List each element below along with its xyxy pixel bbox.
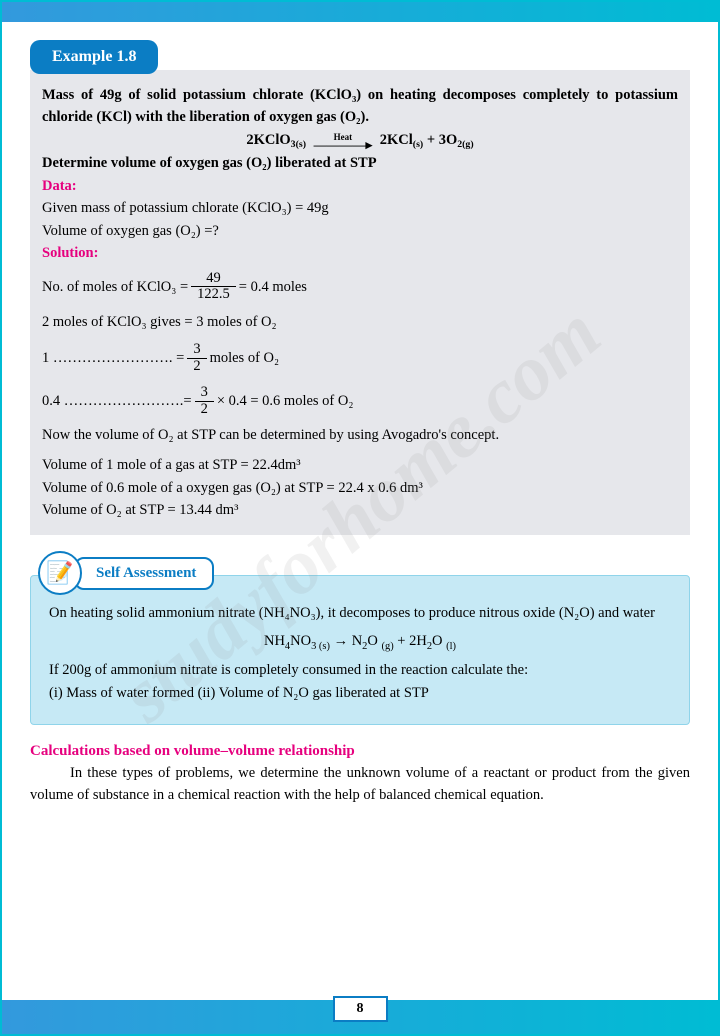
fraction-3: 3 2 <box>192 385 217 418</box>
self-assessment-tab: 📝 Self Assessment <box>38 551 690 595</box>
solution-label: Solution: <box>42 242 678 264</box>
frac2-num: 3 <box>187 342 206 359</box>
heat-arrow: Heat ————▸ <box>314 133 373 149</box>
frac2-den: 2 <box>187 359 206 375</box>
self-assessment-box: On heating solid ammonium nitrate (NH₄NO… <box>30 575 690 724</box>
arrow-icon: ————▸ <box>314 141 373 149</box>
textbook-page: studyforhome.com Example 1.8 Mass of 49g… <box>0 0 720 1036</box>
moles-suffix: = 0.4 moles <box>239 276 307 298</box>
line3-prefix: 1 ……………………. = <box>42 347 184 369</box>
moles-calc: No. of moles of KClO₃ = 49 122.5 = 0.4 m… <box>42 271 678 304</box>
eq-left-sub: 3(s) <box>291 139 306 150</box>
example-box: Mass of 49g of solid potassium chlorate … <box>30 70 690 535</box>
avogadro-line: Now the volume of O₂ at STP can be deter… <box>42 424 678 446</box>
data-line-2: Volume of oxygen gas (O₂) =? <box>42 220 678 242</box>
self-line-2: If 200g of ammonium nitrate is completel… <box>49 659 671 682</box>
ratio-line-1: 1 ……………………. = 3 2 moles of O₂ <box>42 342 678 375</box>
frac1-den: 122.5 <box>191 287 236 303</box>
top-decorative-band <box>2 2 718 22</box>
self-line-3: (i) Mass of water formed (ii) Volume of … <box>49 682 671 705</box>
page-number: 8 <box>333 996 388 1022</box>
self-assessment-section: 📝 Self Assessment On heating solid ammon… <box>30 551 690 724</box>
self-line-1: On heating solid ammonium nitrate (NH₄NO… <box>49 602 671 625</box>
eq-right2-sub: 2(g) <box>457 139 473 150</box>
frac3-num: 3 <box>195 385 214 402</box>
self-assessment-label: Self Assessment <box>74 557 214 590</box>
eq-right1: 2KCl <box>380 132 413 148</box>
vol-line-3: Volume of O₂ at STP = 13.44 dm³ <box>42 499 678 521</box>
vol-line-1: Volume of 1 mole of a gas at STP = 22.4d… <box>42 454 678 476</box>
problem-statement: Mass of 49g of solid potassium chlorate … <box>42 84 678 129</box>
determine-line: Determine volume of oxygen gas (O₂) libe… <box>42 152 678 174</box>
frac1-num: 49 <box>191 271 236 288</box>
calc-paragraph: In these types of problems, we determine… <box>30 762 690 807</box>
calc-section-title: Calculations based on volume–volume rela… <box>30 743 690 760</box>
line4-suffix: × 0.4 = 0.6 moles of O₂ <box>217 390 354 412</box>
notepad-icon: 📝 <box>38 551 82 595</box>
eq-right1-sub: (s) <box>413 139 423 150</box>
frac3-den: 2 <box>195 402 214 418</box>
ratio-line-2: 0.4 …………………….= 3 2 × 0.4 = 0.6 moles of … <box>42 385 678 418</box>
line4-prefix: 0.4 …………………….= <box>42 390 192 412</box>
fraction-1: 49 122.5 <box>188 271 239 304</box>
eq-right2: + 3O <box>423 132 457 148</box>
page-content: Example 1.8 Mass of 49g of solid potassi… <box>2 22 718 827</box>
vol-line-2: Volume of 0.6 mole of a oxygen gas (O₂) … <box>42 477 678 499</box>
eq-left: 2KClO <box>246 132 290 148</box>
footer-band: 8 <box>2 1000 718 1034</box>
stoich-line: 2 moles of KClO₃ gives = 3 moles of O₂ <box>42 311 678 333</box>
data-label: Data: <box>42 175 678 197</box>
data-line-1: Given mass of potassium chlorate (KClO₃)… <box>42 197 678 219</box>
line3-suffix: moles of O₂ <box>210 347 280 369</box>
fraction-2: 3 2 <box>184 342 209 375</box>
chemical-equation: 2KClO3(s) Heat ————▸ 2KCl(s) + 3O2(g) <box>42 129 678 152</box>
example-label: Example 1.8 <box>30 40 158 74</box>
self-equation: NH4NO3 (s) → N2O (g) + 2H2O (l) <box>49 630 671 656</box>
moles-prefix: No. of moles of KClO₃ = <box>42 276 188 298</box>
